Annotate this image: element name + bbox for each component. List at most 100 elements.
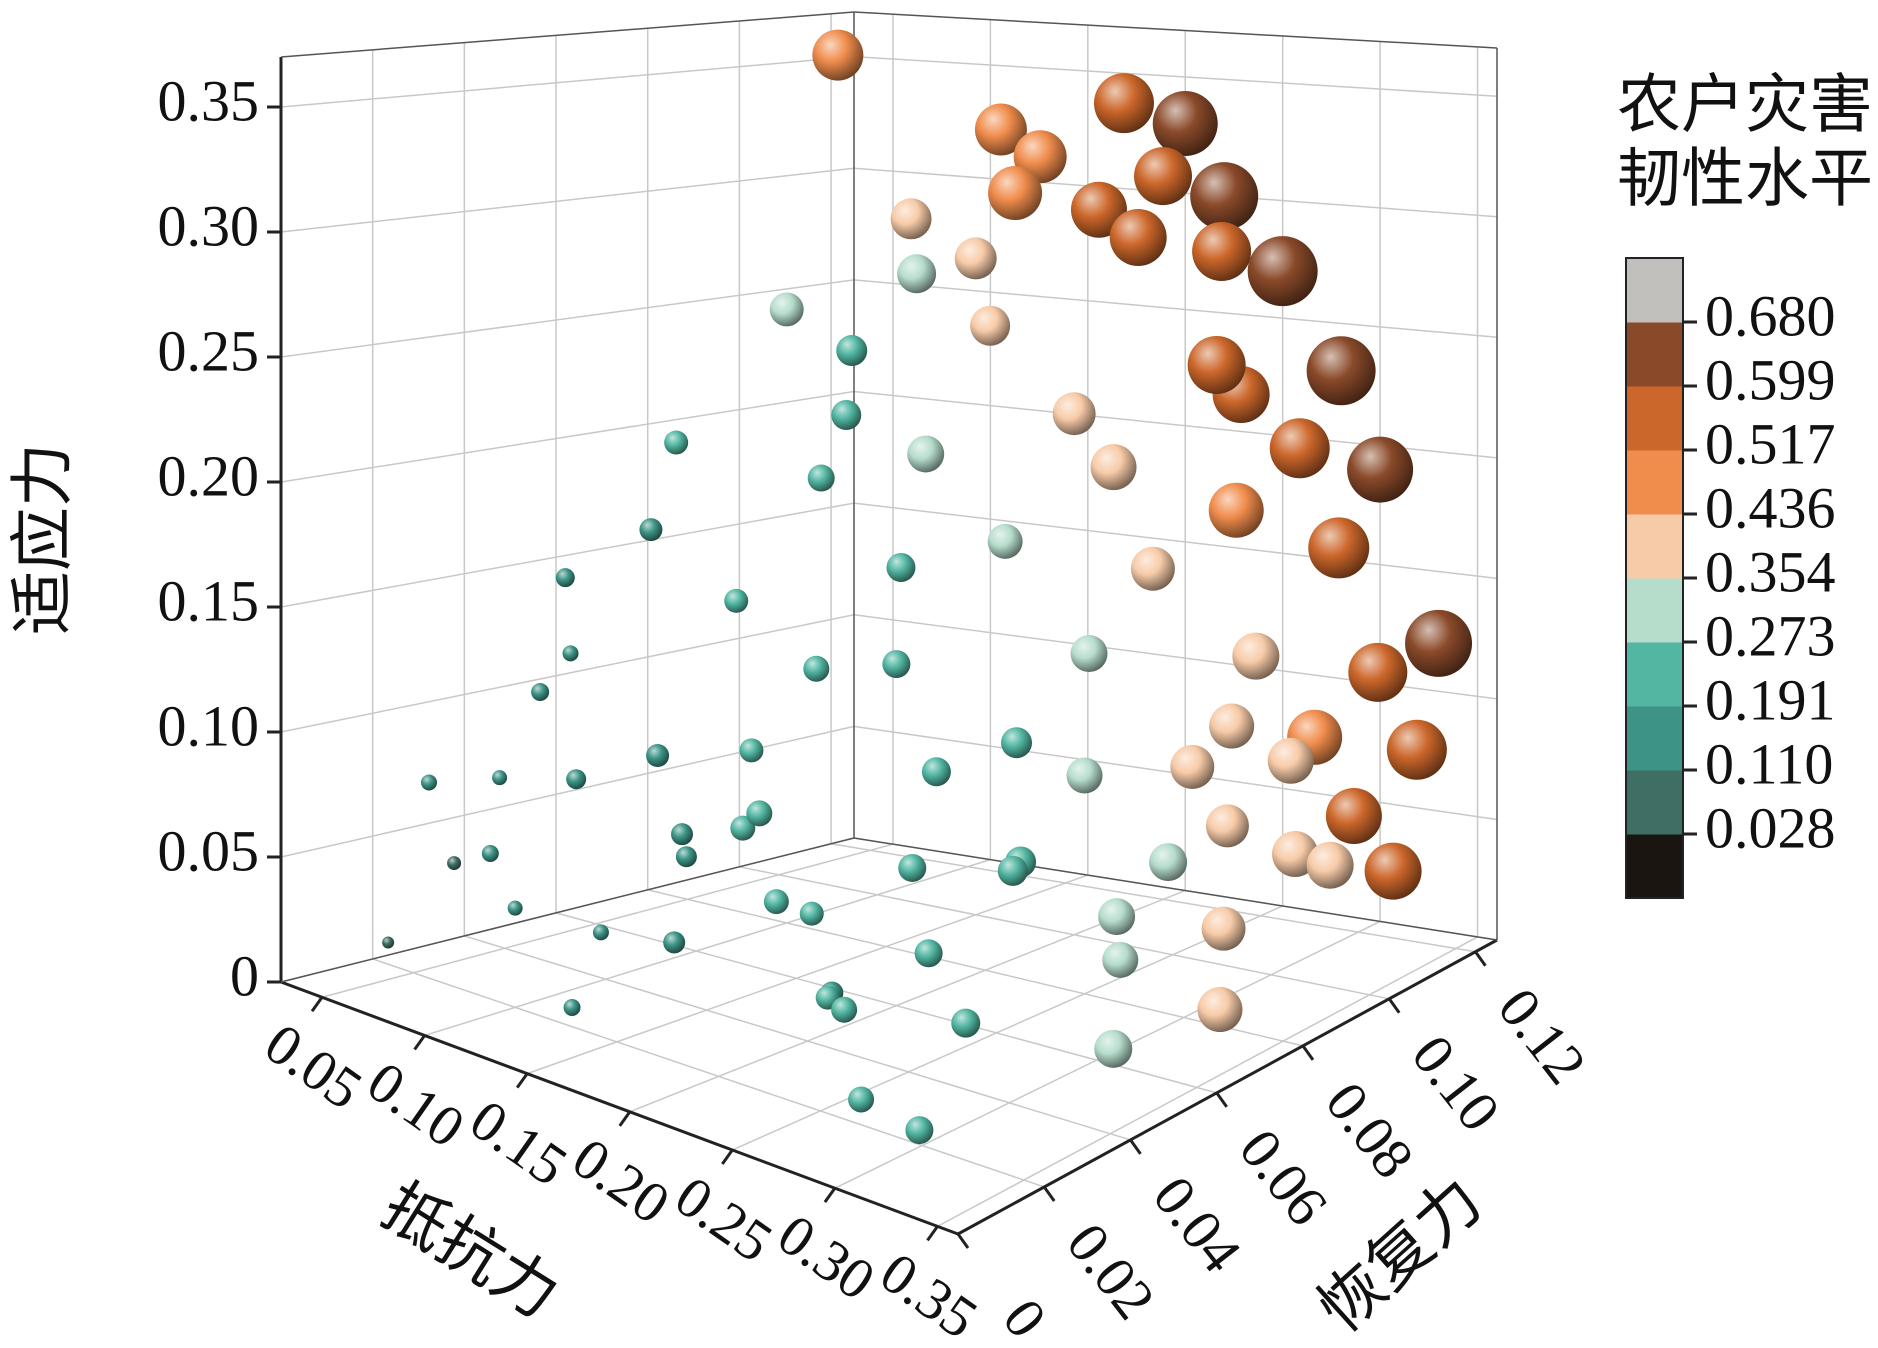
point — [1272, 830, 1319, 877]
point — [639, 518, 663, 542]
box-edge — [280, 837, 855, 983]
colorbar: 0.0280.1100.1910.2730.3540.4360.5170.599… — [1617, 70, 1873, 899]
point — [563, 998, 581, 1016]
point — [1001, 727, 1033, 759]
colorbar-tick-label: 0.436 — [1705, 475, 1836, 540]
point — [1130, 546, 1175, 591]
z-tick-label: 0.20 — [158, 443, 260, 508]
point — [1348, 642, 1408, 702]
point — [836, 335, 868, 367]
colorbar-band — [1626, 322, 1683, 387]
point — [1325, 788, 1382, 845]
point — [987, 523, 1023, 559]
colorbar-band — [1626, 834, 1683, 899]
colorbar-tick-label: 0.028 — [1705, 795, 1836, 860]
point — [951, 1008, 981, 1038]
point — [1205, 804, 1249, 848]
point — [1102, 941, 1139, 978]
grid-line — [853, 55, 1498, 97]
grid-line — [629, 889, 1186, 1113]
tick-mark — [956, 1233, 970, 1249]
point — [905, 1116, 934, 1145]
tick-mark — [823, 1187, 837, 1204]
grid-line — [732, 905, 1283, 1151]
point — [664, 430, 689, 455]
point — [807, 464, 835, 492]
point — [382, 936, 395, 949]
tick-mark — [515, 1072, 529, 1089]
point — [1052, 392, 1096, 436]
box-edge — [853, 11, 1498, 49]
colorbar-tick-label: 0.354 — [1705, 539, 1836, 604]
point — [1066, 757, 1103, 794]
grid-line — [830, 843, 1476, 953]
tick-mark — [310, 996, 324, 1013]
z-tick-label: 0.05 — [158, 818, 260, 883]
point — [914, 939, 943, 968]
colorbar-band — [1626, 770, 1683, 835]
box-edge — [280, 980, 959, 1236]
grid-line — [853, 502, 1498, 580]
grid-line — [280, 390, 855, 483]
point — [675, 846, 697, 868]
y-tick-label: 0.12 — [1485, 976, 1599, 1096]
point — [1192, 221, 1252, 281]
point — [1070, 635, 1108, 673]
grid-line — [280, 55, 855, 108]
x-tick-label: 0.35 — [869, 1240, 989, 1343]
x-tick-label: 0.25 — [664, 1163, 784, 1274]
colorbar-tick-label: 0.517 — [1705, 411, 1836, 476]
point — [988, 166, 1043, 221]
point — [921, 757, 951, 787]
point — [848, 1086, 875, 1113]
tick-mark — [1387, 997, 1401, 1014]
box-edge — [280, 11, 855, 58]
grid-line — [280, 725, 855, 858]
z-tick-label: 0 — [230, 943, 259, 1008]
point — [1098, 898, 1136, 936]
point — [1347, 436, 1414, 503]
point — [592, 924, 609, 941]
point — [974, 103, 1027, 156]
point — [1306, 841, 1354, 889]
point — [890, 198, 932, 240]
point — [646, 744, 670, 768]
colorbar-band — [1626, 706, 1683, 771]
grid-line — [372, 958, 1045, 1188]
z-axis-label: 适应力 — [8, 443, 79, 635]
colorbar-title: 农户灾害 — [1617, 70, 1873, 141]
colorbar-band — [1626, 386, 1683, 451]
point — [1209, 703, 1255, 749]
point — [970, 305, 1011, 346]
point — [1149, 843, 1188, 882]
point — [882, 650, 911, 679]
point — [1170, 744, 1215, 789]
point — [1134, 147, 1193, 206]
colorbar-band — [1626, 450, 1683, 515]
y-tick-label: 0.10 — [1399, 1023, 1513, 1143]
tick-mark — [1301, 1044, 1315, 1061]
colorbar-title: 韧性水平 — [1617, 144, 1873, 215]
point — [1308, 517, 1370, 579]
x-tick-label: 0.10 — [356, 1049, 476, 1160]
point — [555, 568, 575, 588]
grid-line — [280, 502, 855, 608]
grid-line — [647, 889, 1304, 1047]
grid-line — [280, 614, 855, 733]
point — [507, 900, 523, 916]
point — [997, 855, 1028, 886]
point — [739, 738, 764, 763]
grid-line — [464, 935, 1131, 1141]
point — [1094, 1029, 1133, 1068]
tick-mark — [1215, 1092, 1228, 1108]
grid-line — [280, 279, 855, 358]
point — [1090, 444, 1137, 491]
z-tick-label: 0.30 — [158, 193, 260, 258]
grid-line — [424, 858, 991, 1037]
points — [382, 29, 1473, 1145]
tick-mark — [413, 1034, 426, 1051]
colorbar-band — [1626, 578, 1683, 643]
point — [1269, 418, 1330, 479]
point — [492, 770, 508, 786]
